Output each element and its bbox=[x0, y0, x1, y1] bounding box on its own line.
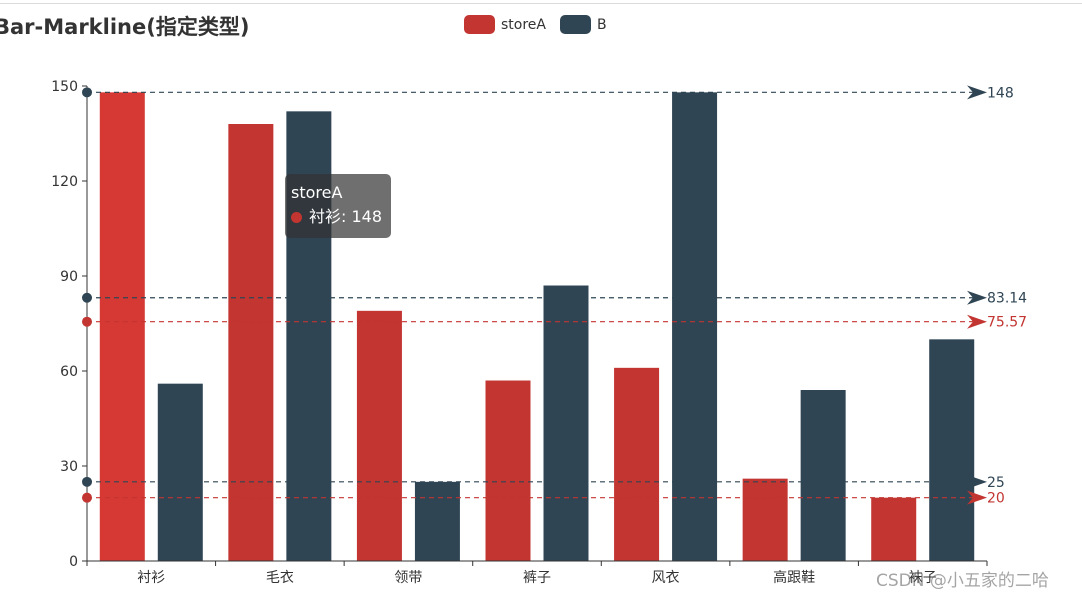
chart-title: Bar-Markline(指定类型) bbox=[0, 15, 250, 39]
bar-storeA bbox=[99, 92, 145, 561]
markline-label: 20 bbox=[987, 491, 1005, 507]
bar-storeA bbox=[356, 310, 402, 561]
x-tick-label: 袜子 bbox=[909, 570, 937, 586]
markline-arrow bbox=[967, 85, 987, 100]
bar-storeA bbox=[742, 478, 788, 561]
legend-label-B: B bbox=[597, 16, 607, 33]
y-tick-label: 90 bbox=[60, 269, 78, 285]
tooltip-row: 衬衫: 148 bbox=[291, 207, 385, 227]
markline-arrow bbox=[967, 490, 987, 505]
markline-label: 25 bbox=[987, 475, 1005, 491]
markline-arrow bbox=[967, 474, 987, 489]
bar-B bbox=[672, 92, 718, 561]
legend: storeA B bbox=[464, 15, 621, 34]
tooltip-marker-dot bbox=[291, 211, 302, 223]
bar-B bbox=[543, 285, 589, 561]
x-tick-label: 裤子 bbox=[523, 570, 551, 586]
y-tick-label: 60 bbox=[60, 364, 78, 380]
y-tick-label: 120 bbox=[51, 174, 78, 190]
markline-start-dot bbox=[82, 492, 92, 503]
bar-storeA bbox=[485, 380, 531, 561]
legend-label-storeA: storeA bbox=[501, 16, 546, 33]
legend-item-storeA[interactable]: storeA bbox=[464, 15, 546, 34]
x-tick-label: 高跟鞋 bbox=[773, 569, 815, 586]
top-divider bbox=[0, 3, 1082, 4]
markline-start-dot bbox=[82, 87, 92, 98]
bar-storeA bbox=[871, 497, 917, 561]
markline-arrow bbox=[967, 290, 987, 305]
legend-swatch-B bbox=[560, 15, 591, 34]
watermark: CSDN @小五家的二哈 bbox=[876, 571, 1049, 591]
legend-swatch-storeA bbox=[464, 15, 495, 34]
bar-B bbox=[800, 390, 846, 561]
markline-start-dot bbox=[82, 316, 92, 327]
bar-B bbox=[414, 481, 460, 561]
bar-storeA bbox=[614, 367, 660, 561]
y-tick-label: 30 bbox=[60, 459, 78, 475]
markline-start-dot bbox=[82, 292, 92, 303]
tooltip: storeA 衬衫: 148 bbox=[285, 174, 391, 238]
markline-arrow bbox=[967, 314, 987, 329]
bar-storeA bbox=[228, 124, 274, 561]
markline-label: 83.14 bbox=[987, 291, 1027, 307]
markline-label: 75.57 bbox=[987, 315, 1027, 331]
x-tick-label: 衬衫 bbox=[137, 570, 165, 586]
tooltip-value-text: 衬衫: 148 bbox=[309, 207, 383, 226]
x-tick-label: 毛衣 bbox=[266, 570, 294, 586]
markline-label: 148 bbox=[987, 85, 1014, 101]
y-tick-label: 0 bbox=[69, 554, 78, 570]
x-tick-label: 风衣 bbox=[652, 570, 680, 586]
x-tick-label: 领带 bbox=[394, 570, 422, 586]
tooltip-series-name: storeA bbox=[291, 183, 343, 202]
bar-B bbox=[157, 383, 203, 561]
legend-item-B[interactable]: B bbox=[560, 15, 607, 34]
markline-start-dot bbox=[82, 476, 92, 487]
bar-B bbox=[929, 339, 975, 561]
y-tick-label: 150 bbox=[51, 79, 78, 95]
